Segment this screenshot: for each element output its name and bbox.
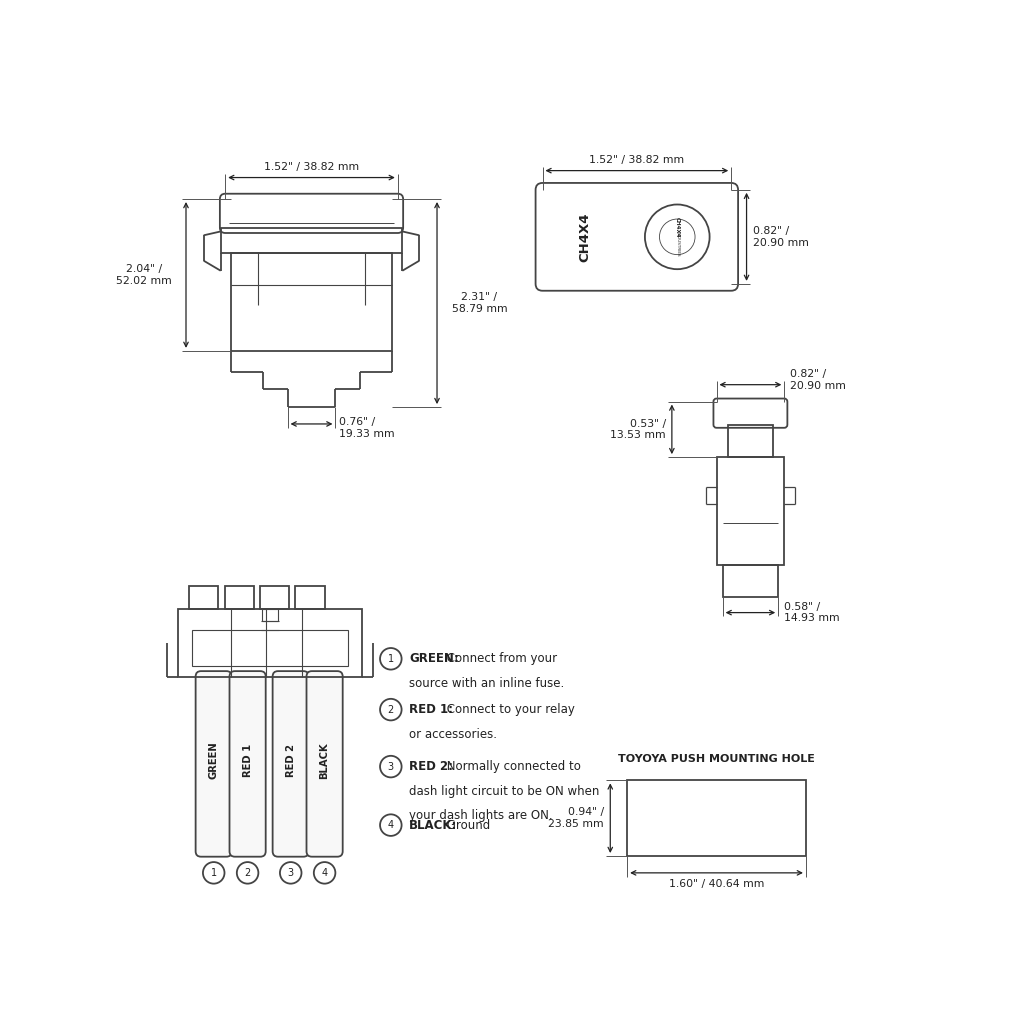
Text: 2.04" /
52.02 mm: 2.04" / 52.02 mm [116, 264, 172, 286]
Bar [723, 565, 778, 597]
Text: 0.82" /
20.90 mm: 0.82" / 20.90 mm [753, 226, 809, 248]
Text: 3: 3 [388, 762, 394, 772]
Bar [230, 253, 392, 351]
Text: Connect to your relay: Connect to your relay [442, 703, 574, 716]
Text: RED 1: RED 1 [243, 743, 253, 777]
Text: BLACK: BLACK [319, 742, 330, 778]
Text: 0.53" /
13.53 mm: 0.53" / 13.53 mm [610, 419, 666, 440]
Bar [220, 227, 402, 253]
Text: dash light circuit to be ON when: dash light circuit to be ON when [410, 784, 600, 798]
Text: RED 1:: RED 1: [410, 703, 454, 716]
Bar [717, 457, 784, 565]
Text: BLACK:: BLACK: [410, 818, 458, 831]
Text: or accessories.: or accessories. [410, 728, 498, 740]
Text: 1: 1 [388, 653, 394, 664]
Text: Ground: Ground [442, 818, 489, 831]
Text: GREEN: GREEN [209, 741, 219, 779]
Circle shape [237, 862, 258, 884]
Circle shape [280, 862, 301, 884]
Bar [189, 586, 218, 608]
Text: CH4X4: CH4X4 [675, 217, 680, 238]
Text: RED 2:: RED 2: [410, 760, 454, 773]
Text: 0.82" /
20.90 mm: 0.82" / 20.90 mm [791, 370, 846, 391]
FancyBboxPatch shape [272, 671, 309, 857]
Bar [224, 586, 254, 608]
Text: 0.58" /
14.93 mm: 0.58" / 14.93 mm [784, 602, 840, 624]
Bar [628, 780, 806, 856]
Bar [262, 608, 278, 622]
Text: CH4X4: CH4X4 [579, 212, 591, 261]
Text: 0.76" /
19.33 mm: 0.76" / 19.33 mm [339, 417, 395, 438]
Text: Normally connected to: Normally connected to [442, 760, 581, 773]
Text: 1.60" / 40.64 mm: 1.60" / 40.64 mm [669, 879, 764, 889]
Text: 4: 4 [388, 820, 394, 830]
Text: 2: 2 [388, 705, 394, 715]
Text: 4: 4 [322, 868, 328, 878]
Text: source with an inline fuse.: source with an inline fuse. [410, 677, 564, 690]
Text: Connect from your: Connect from your [442, 652, 557, 666]
Bar [260, 586, 289, 608]
Text: 2: 2 [245, 868, 251, 878]
Text: RED 2: RED 2 [286, 743, 296, 777]
Text: INDUSTRIES: INDUSTRIES [675, 232, 679, 257]
Bar [295, 586, 325, 608]
Bar [728, 425, 773, 457]
Text: TOYOYA PUSH MOUNTING HOLE: TOYOYA PUSH MOUNTING HOLE [618, 754, 815, 764]
Text: 1.52" / 38.82 mm: 1.52" / 38.82 mm [264, 162, 359, 172]
FancyBboxPatch shape [229, 671, 265, 857]
Text: 1: 1 [211, 868, 217, 878]
Circle shape [380, 698, 401, 721]
Circle shape [203, 862, 224, 884]
Text: 2.31" /
58.79 mm: 2.31" / 58.79 mm [452, 292, 507, 314]
Circle shape [380, 756, 401, 777]
Bar [193, 631, 348, 666]
FancyBboxPatch shape [196, 671, 231, 857]
FancyBboxPatch shape [306, 671, 343, 857]
Text: 1.52" / 38.82 mm: 1.52" / 38.82 mm [589, 155, 684, 165]
Text: your dash lights are ON.: your dash lights are ON. [410, 809, 553, 822]
Circle shape [380, 648, 401, 670]
Text: GREEN:: GREEN: [410, 652, 459, 666]
Text: 3: 3 [288, 868, 294, 878]
Text: 0.94" /
23.85 mm: 0.94" / 23.85 mm [549, 807, 604, 829]
Bar [178, 608, 361, 677]
Circle shape [380, 814, 401, 836]
Circle shape [313, 862, 336, 884]
